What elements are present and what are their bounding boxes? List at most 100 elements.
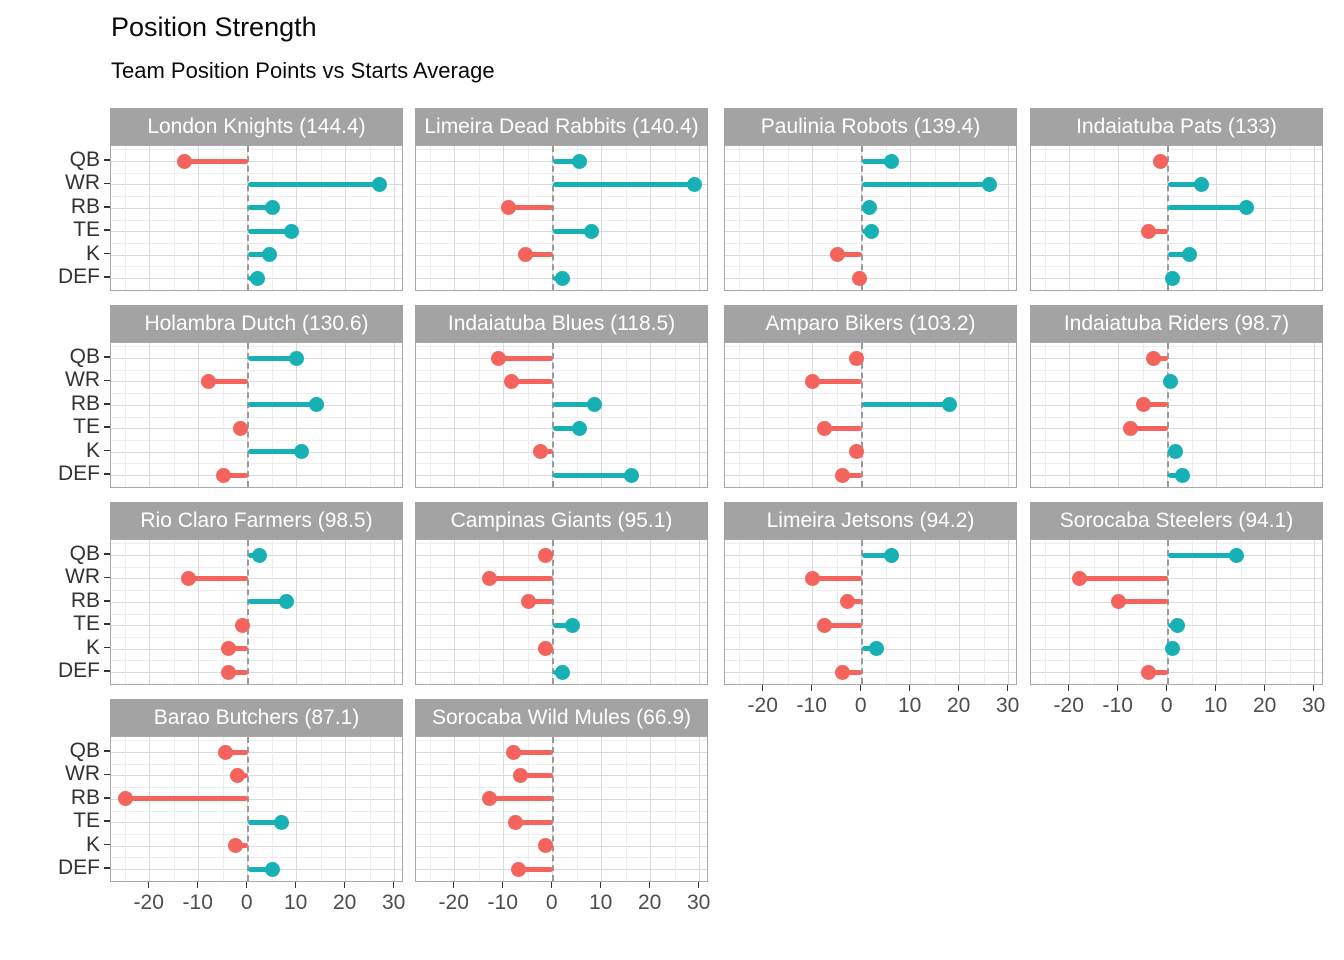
facet-panel <box>415 539 708 685</box>
y-axis-tick <box>104 646 110 649</box>
x-grid-major <box>394 343 396 487</box>
x-grid-minor <box>527 737 529 881</box>
y-grid-minor <box>1031 463 1322 465</box>
y-axis-label: WR <box>65 171 100 195</box>
x-grid-major <box>503 146 505 290</box>
x-grid-minor <box>429 343 431 487</box>
lollipop-dot <box>584 223 600 239</box>
y-grid-minor <box>725 683 1016 684</box>
lollipop-segment <box>489 575 553 581</box>
y-grid-major <box>111 672 402 673</box>
facet-panel <box>724 145 1017 291</box>
lollipop-dot <box>218 744 234 760</box>
y-grid-major <box>111 798 402 800</box>
lollipop-dot <box>513 767 529 783</box>
x-grid-major <box>345 540 347 684</box>
lollipop-segment <box>1079 575 1168 581</box>
x-grid-major <box>1216 540 1218 684</box>
y-axis-tick <box>104 797 110 799</box>
y-grid-minor <box>111 740 402 742</box>
x-grid-major <box>454 343 456 487</box>
y-grid-minor <box>416 566 707 568</box>
y-grid-minor <box>111 636 402 638</box>
y-grid-major <box>725 625 1016 627</box>
lollipop-dot <box>1162 373 1178 389</box>
x-grid-major <box>959 540 961 684</box>
lollipop-dot <box>308 397 324 413</box>
lollipop-segment <box>225 749 248 755</box>
lollipop-segment <box>812 575 862 581</box>
x-grid-minor <box>625 343 627 487</box>
lollipop-segment <box>247 252 270 258</box>
lollipop-segment <box>184 158 248 164</box>
lollipop-segment <box>1143 402 1168 408</box>
y-axis-tick <box>104 276 110 278</box>
x-axis-tick <box>294 882 297 888</box>
zero-reference-line <box>1166 343 1169 487</box>
x-axis-tick <box>1067 685 1070 691</box>
zero-reference-line <box>551 343 554 487</box>
y-grid-minor <box>111 486 402 487</box>
y-grid-major <box>111 625 402 627</box>
y-grid-major <box>111 752 402 753</box>
lollipop-dot <box>687 176 703 192</box>
y-axis-tick <box>104 252 110 255</box>
x-axis-tick-label: 0 <box>545 891 558 914</box>
x-grid-major <box>1265 343 1267 487</box>
y-grid-minor <box>416 590 707 592</box>
y-grid-minor <box>416 787 707 789</box>
x-axis-tick <box>1165 685 1168 691</box>
lollipop-segment <box>861 402 950 408</box>
y-axis-tick <box>104 670 110 672</box>
lollipop-segment <box>208 378 248 384</box>
y-grid-minor <box>416 219 707 221</box>
y-grid-minor <box>416 346 707 348</box>
lollipop-segment <box>1148 228 1168 234</box>
lollipop-dot <box>215 467 231 483</box>
facet-panel <box>110 539 403 685</box>
x-grid-minor <box>983 146 985 290</box>
x-axis-tick <box>1116 685 1119 691</box>
lollipop-dot <box>839 594 855 610</box>
lollipop-segment <box>247 866 273 872</box>
x-grid-major <box>1118 146 1120 290</box>
y-grid-minor <box>111 219 402 221</box>
y-grid-major <box>416 254 707 256</box>
x-axis-tick <box>957 685 960 691</box>
y-grid-major <box>725 254 1016 256</box>
x-axis-tick-label: 10 <box>1204 694 1228 717</box>
lollipop-segment <box>824 622 862 628</box>
x-grid-major <box>650 737 652 881</box>
x-grid-minor <box>1093 146 1095 290</box>
lollipop-segment <box>552 181 695 187</box>
lollipop-dot <box>864 223 879 239</box>
y-axis-label: WR <box>65 368 100 392</box>
x-grid-minor <box>1142 146 1144 290</box>
lollipop-dot <box>501 200 517 216</box>
zero-reference-line <box>551 737 554 881</box>
x-axis-tick <box>1006 685 1009 691</box>
y-grid-minor <box>416 439 707 441</box>
x-grid-minor <box>576 146 578 290</box>
y-grid-minor <box>725 566 1016 568</box>
lollipop-segment <box>1167 205 1247 211</box>
y-axis-label: TE <box>73 415 100 439</box>
y-grid-major <box>1031 672 1322 673</box>
lollipop-dot <box>537 838 553 854</box>
y-grid-minor <box>111 463 402 465</box>
x-axis-tick-label: -20 <box>747 694 778 717</box>
x-grid-minor <box>1142 343 1144 487</box>
y-grid-minor <box>725 393 1016 395</box>
zero-reference-line <box>860 540 863 684</box>
facet-panel <box>415 145 708 291</box>
y-grid-minor <box>1031 369 1322 371</box>
y-grid-major <box>416 578 707 580</box>
y-grid-major <box>416 822 707 824</box>
facet-panel <box>415 736 708 882</box>
lollipop-dot <box>520 594 536 610</box>
lollipop-dot <box>252 547 268 563</box>
lollipop-dot <box>1167 444 1183 460</box>
x-grid-minor <box>124 146 126 290</box>
y-grid-minor <box>725 613 1016 615</box>
x-grid-minor <box>429 146 431 290</box>
